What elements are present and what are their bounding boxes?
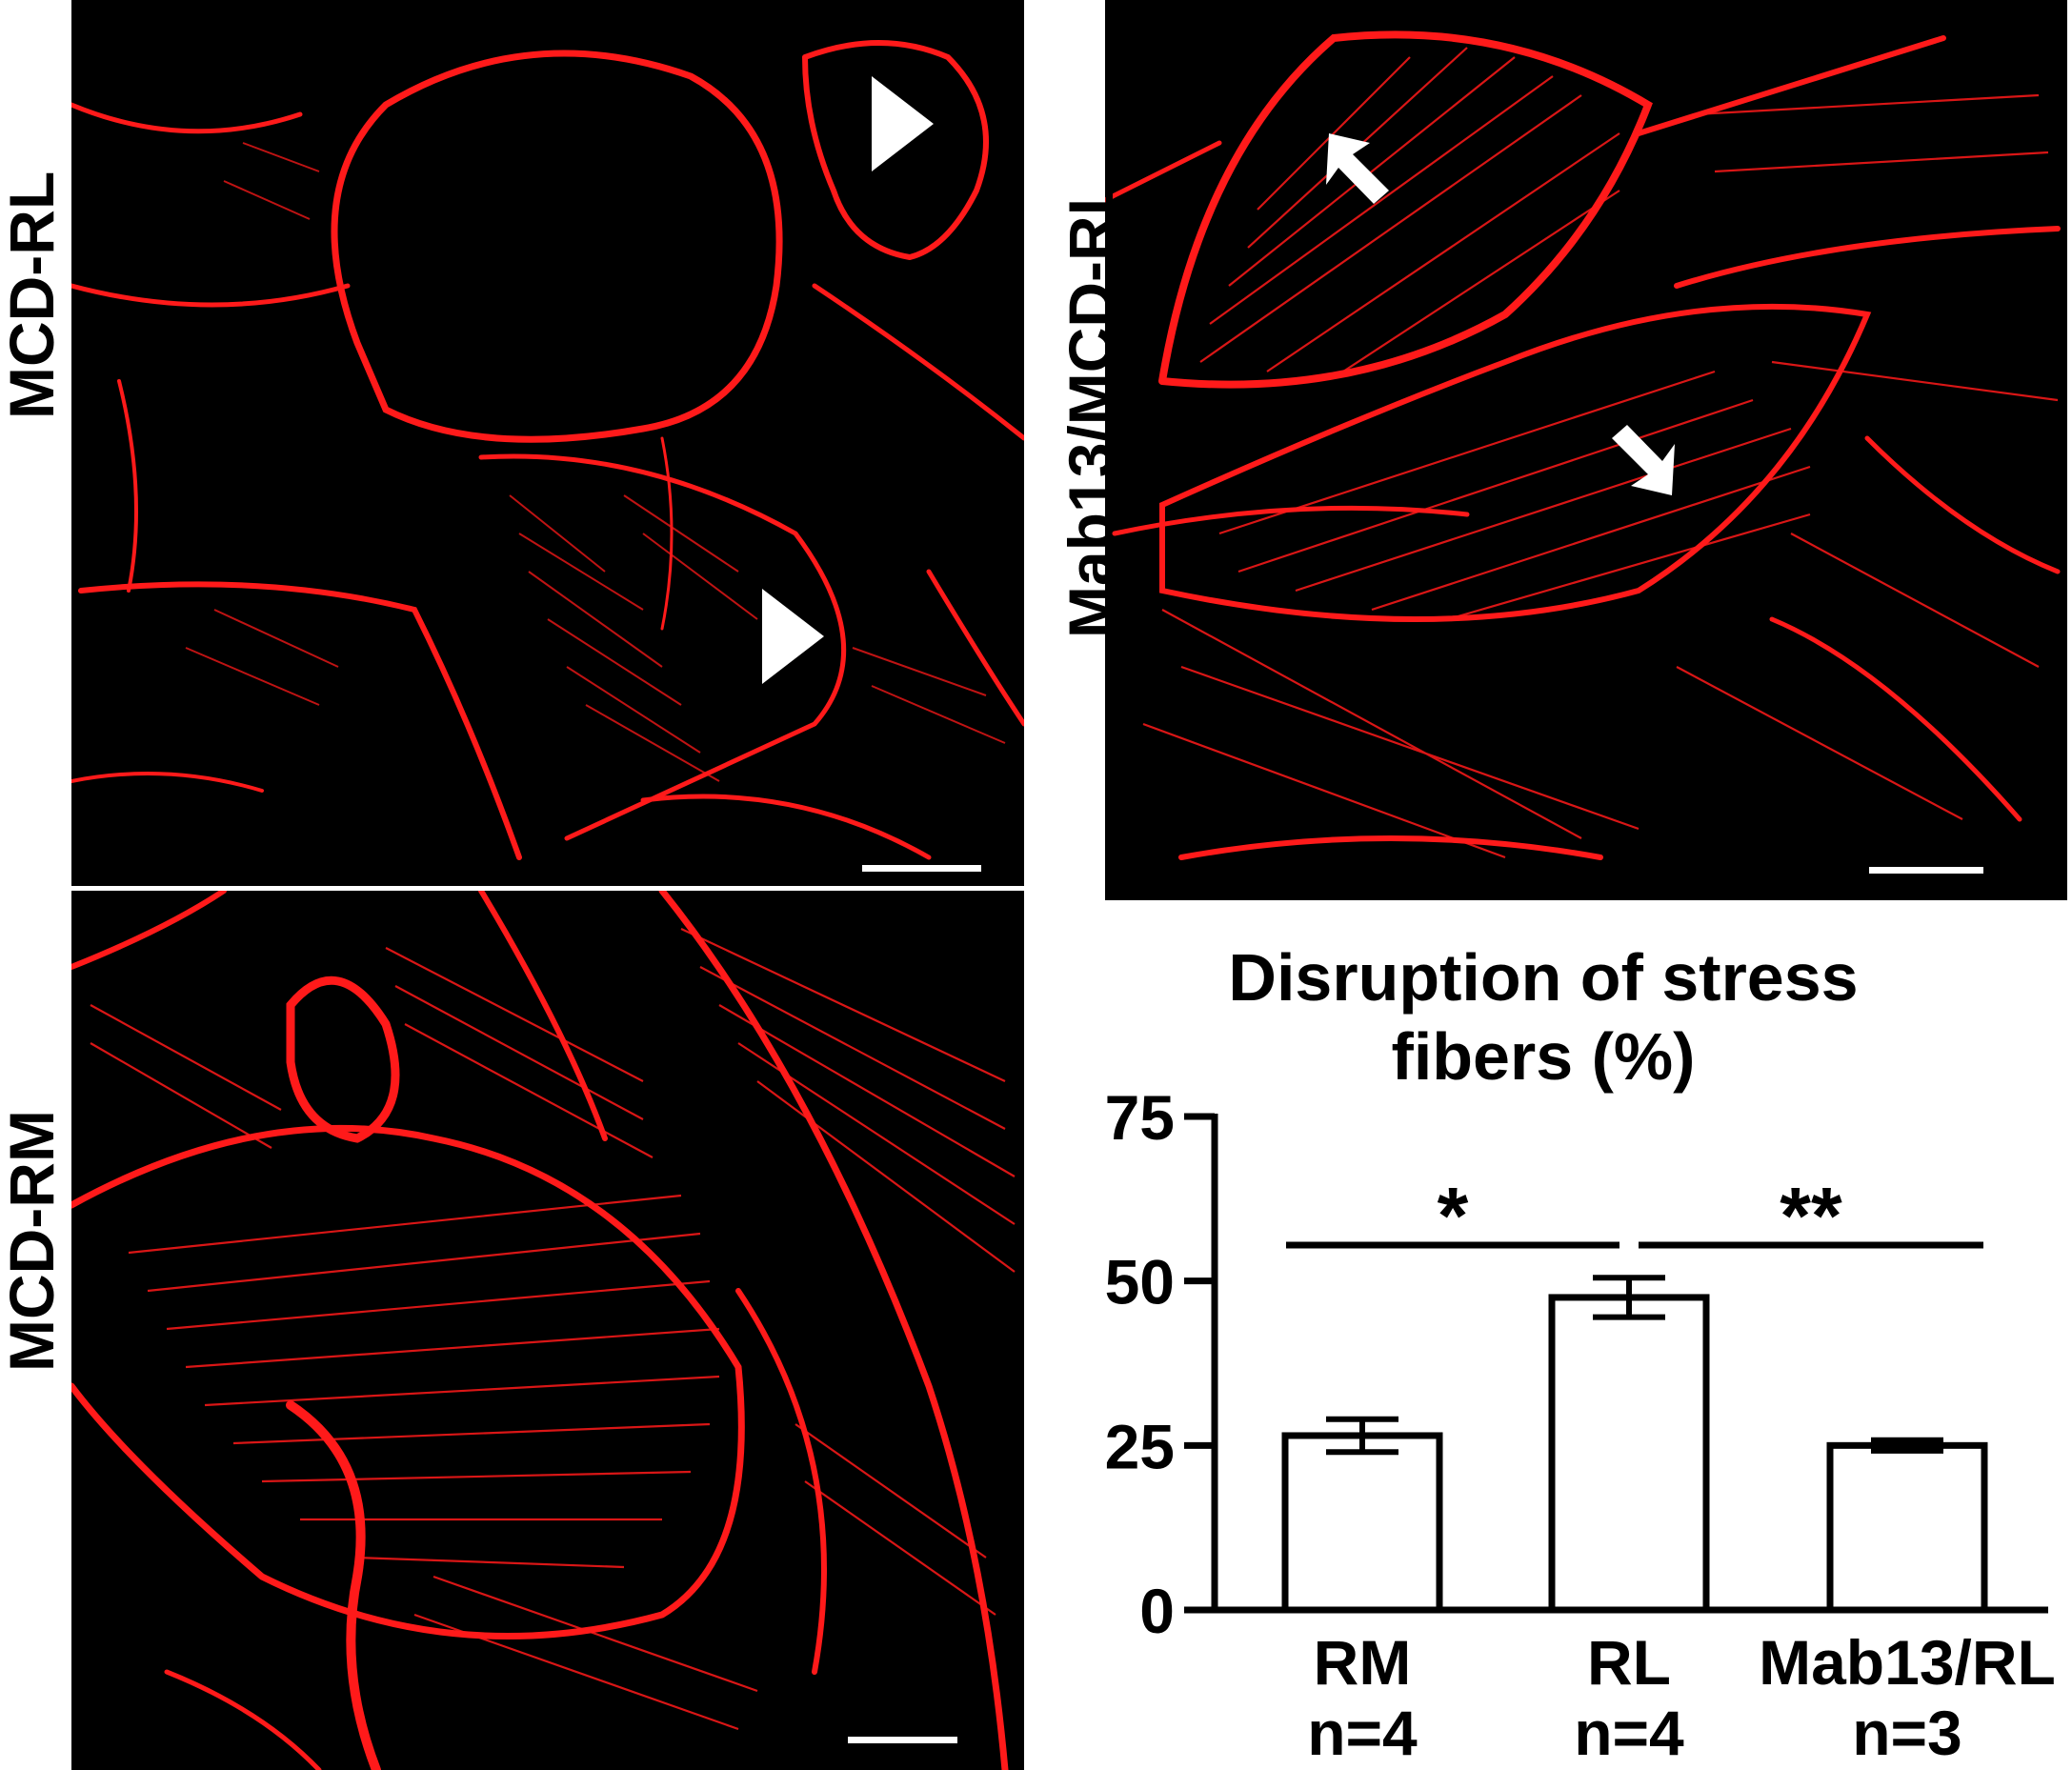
y-tick-label: 50 xyxy=(1105,1247,1175,1317)
micrograph-mcd-rl-image xyxy=(71,40,1024,860)
y-tick-label: 75 xyxy=(1105,1082,1175,1153)
bar-mab13-rl xyxy=(1826,1441,1988,1614)
x-tick-label: RL xyxy=(1587,1627,1671,1698)
sample-size-label: n=4 xyxy=(1307,1698,1418,1767)
panel-label-mcd-rm: MCD-RM xyxy=(0,1110,67,1372)
micrograph-mcd-rm xyxy=(71,891,1024,1770)
micrograph-mab13-mcd-rl-image xyxy=(1105,30,2061,860)
x-tick-label: Mab13/RL xyxy=(1759,1627,2056,1698)
micrograph-mab13-mcd-rl xyxy=(1105,0,2067,900)
scale-bar xyxy=(848,1737,957,1743)
x-tick-label: RM xyxy=(1314,1627,1412,1698)
y-tick-label: 0 xyxy=(1139,1576,1175,1646)
arrow-marker-1 xyxy=(1326,133,1389,204)
panel-label-mcd-rl: MCD-RL xyxy=(0,171,67,419)
significance-label: ** xyxy=(1780,1171,1842,1260)
scale-bar xyxy=(862,865,981,872)
bar-chart: Disruption of stress fibers (%) 0 25 50 75 R… xyxy=(1019,915,2067,1768)
bar-rl xyxy=(1548,1294,1710,1614)
sample-size-label: n=4 xyxy=(1574,1698,1684,1767)
arrowhead-marker-1 xyxy=(872,76,934,171)
chart-title-line1: Disruption of stress xyxy=(1228,940,1859,1015)
chart-title-line2: fibers (%) xyxy=(1391,1019,1696,1094)
scale-bar xyxy=(1869,867,1983,874)
sample-size-label: n=3 xyxy=(1852,1698,1962,1767)
bar-rm xyxy=(1281,1432,1443,1614)
significance-label: * xyxy=(1438,1171,1469,1260)
arrowhead-marker-2 xyxy=(762,589,824,684)
y-tick-label: 25 xyxy=(1105,1411,1175,1481)
arrow-marker-2 xyxy=(1612,425,1675,495)
panel-label-mab13-mcd-rl: Mab13/MCD-RL xyxy=(1056,176,1126,638)
micrograph-mcd-rl xyxy=(71,0,1024,886)
micrograph-mcd-rm-image xyxy=(71,891,1016,1770)
